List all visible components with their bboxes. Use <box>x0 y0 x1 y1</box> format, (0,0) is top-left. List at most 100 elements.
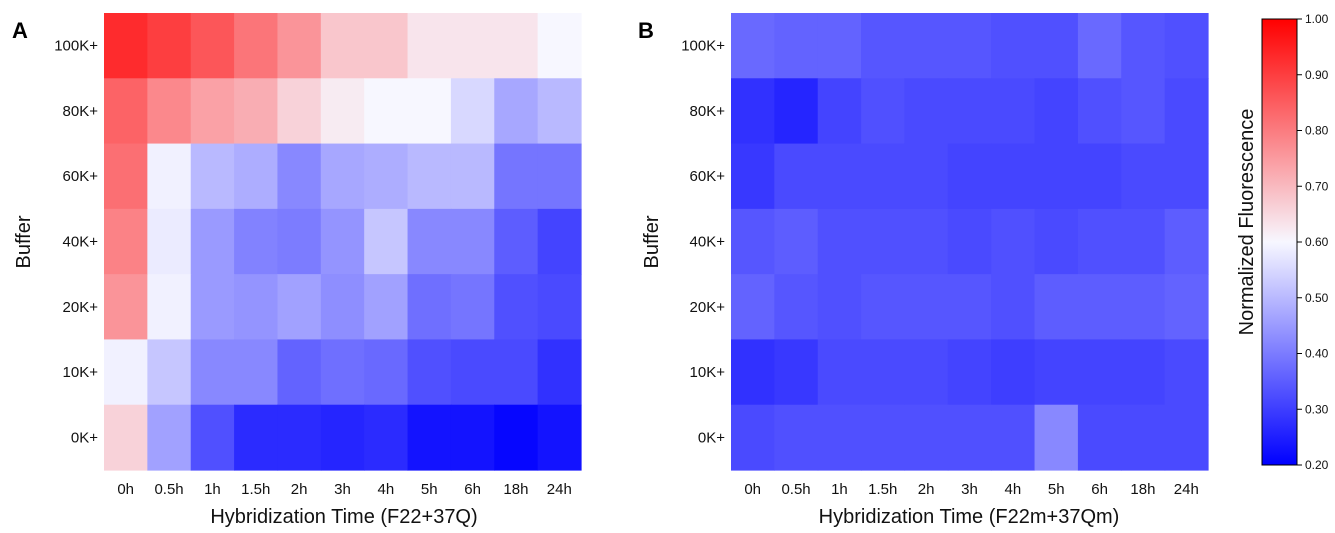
heatmap-cell <box>904 13 949 79</box>
x-tick-labels-a: 0h 0.5h 1h 1.5h 2h 3h 4h 5h 6h 18h 24h <box>117 481 571 498</box>
heatmap-cell <box>494 78 539 145</box>
x-tick-label: 3h <box>334 481 351 498</box>
colorbar-label: Normalized Fluorescence <box>1236 109 1258 336</box>
heatmap-cell <box>407 404 452 471</box>
x-tick-label: 18h <box>503 481 528 498</box>
heatmap-cell <box>1034 143 1079 210</box>
y-tick-labels-b: 100K+ 80K+ 60K+ 40K+ 20K+ 10K+ 0K+ <box>681 38 725 447</box>
heatmap-cell <box>537 208 582 275</box>
heatmap-cell <box>537 78 582 145</box>
heatmap-cell <box>147 274 192 341</box>
x-tick-label: 3h <box>961 481 978 498</box>
heatmap-cell <box>774 274 819 341</box>
heatmap-cell <box>1121 13 1166 79</box>
x-tick-label: 1h <box>204 481 221 498</box>
heatmap-cell <box>991 143 1036 210</box>
heatmap-cell <box>861 143 906 210</box>
heatmap-cell <box>1164 78 1209 145</box>
heatmap-cell <box>147 78 192 145</box>
heatmap-cell <box>190 13 235 79</box>
y-tick-label: 10K+ <box>63 364 99 381</box>
heatmap-panel-b: B 0h 0.5h 1h 1.5h 2h 3h 4h 5h 6h 18h 24h 100K+ 80K+… <box>638 13 1209 528</box>
heatmap-cell <box>234 143 279 210</box>
heatmap-cell <box>861 339 906 406</box>
heatmap-cell <box>450 78 495 145</box>
heatmap-cell <box>1121 143 1166 210</box>
y-tick-label: 100K+ <box>54 38 98 55</box>
heatmap-cell <box>991 13 1036 79</box>
x-tick-label: 0.5h <box>781 481 810 498</box>
heatmap-cell <box>1077 143 1122 210</box>
heatmap-cell <box>494 208 539 275</box>
heatmap-cell <box>774 339 819 406</box>
heatmap-cell <box>1164 339 1209 406</box>
heatmap-cell <box>537 339 582 406</box>
heatmap-cell <box>320 143 365 210</box>
x-tick-labels-b: 0h 0.5h 1h 1.5h 2h 3h 4h 5h 6h 18h 24h <box>744 481 1198 498</box>
x-tick-label: 1h <box>831 481 848 498</box>
colorbar-tick-label: 0.30 <box>1305 402 1329 416</box>
heatmap-cell <box>190 339 235 406</box>
heatmap-cell <box>407 208 452 275</box>
heatmap-cell <box>861 274 906 341</box>
x-tick-label: 2h <box>918 481 935 498</box>
heatmap-cell <box>817 208 862 275</box>
colorbar-ticks: 0.20 0.30 0.40 0.50 0.60 0.70 0.80 0.90 1.00 <box>1297 12 1329 472</box>
y-tick-label: 100K+ <box>681 38 725 55</box>
heatmap-cell <box>537 143 582 210</box>
heatmap-cell <box>1121 404 1166 471</box>
heatmap-cell <box>861 78 906 145</box>
heatmap-cell <box>147 404 192 471</box>
colorbar-gradient <box>1261 18 1298 466</box>
heatmap-cell <box>104 78 148 145</box>
heatmap-cell <box>277 143 322 210</box>
x-tick-label: 24h <box>1174 481 1199 498</box>
y-tick-label: 40K+ <box>690 234 726 251</box>
heatmap-cell <box>731 404 775 471</box>
heatmap-cell <box>494 13 539 79</box>
heatmap-cell <box>320 13 365 79</box>
heatmap-cell <box>277 78 322 145</box>
heatmap-cell <box>364 208 409 275</box>
heatmap-cell <box>320 404 365 471</box>
heatmap-cell <box>450 274 495 341</box>
heatmap-cell <box>817 143 862 210</box>
colorbar-tick-label: 0.50 <box>1305 291 1329 305</box>
heatmap-cell <box>104 339 148 406</box>
heatmap-cell <box>104 274 148 341</box>
heatmap-cell <box>1121 339 1166 406</box>
panel-label-a: A <box>12 18 28 43</box>
heatmap-cell <box>861 13 906 79</box>
heatmap-cell <box>731 13 775 79</box>
panel-label-b: B <box>638 18 654 43</box>
heatmap-cell <box>364 404 409 471</box>
heatmap-cell <box>190 404 235 471</box>
heatmap-cell <box>817 13 862 79</box>
heatmap-cell <box>1034 13 1079 79</box>
colorbar-tick-label: 0.60 <box>1305 235 1329 249</box>
x-tick-label: 6h <box>1091 481 1108 498</box>
heatmap-cell <box>190 274 235 341</box>
heatmap-cell <box>1077 404 1122 471</box>
heatmap-cell <box>407 143 452 210</box>
heatmap-cell <box>904 339 949 406</box>
heatmap-cell <box>364 143 409 210</box>
heatmap-cell <box>947 78 992 145</box>
x-tick-label: 1.5h <box>241 481 270 498</box>
y-tick-label: 0K+ <box>71 429 98 446</box>
x-tick-label: 18h <box>1130 481 1155 498</box>
colorbar-tick-label: 0.70 <box>1305 179 1329 193</box>
heatmap-cell <box>1164 274 1209 341</box>
y-tick-label: 80K+ <box>690 103 726 120</box>
heatmap-cell <box>104 143 148 210</box>
heatmap-cell <box>190 208 235 275</box>
heatmap-cell <box>147 143 192 210</box>
x-tick-label: 5h <box>421 481 438 498</box>
heatmap-cell <box>450 13 495 79</box>
colorbar-tick-label: 0.20 <box>1305 458 1329 472</box>
heatmap-cell <box>364 274 409 341</box>
colorbar-tick-label: 0.40 <box>1305 347 1329 361</box>
y-axis-title-b: Buffer <box>641 215 663 268</box>
heatmap-cell <box>190 143 235 210</box>
x-tick-label: 0h <box>744 481 761 498</box>
